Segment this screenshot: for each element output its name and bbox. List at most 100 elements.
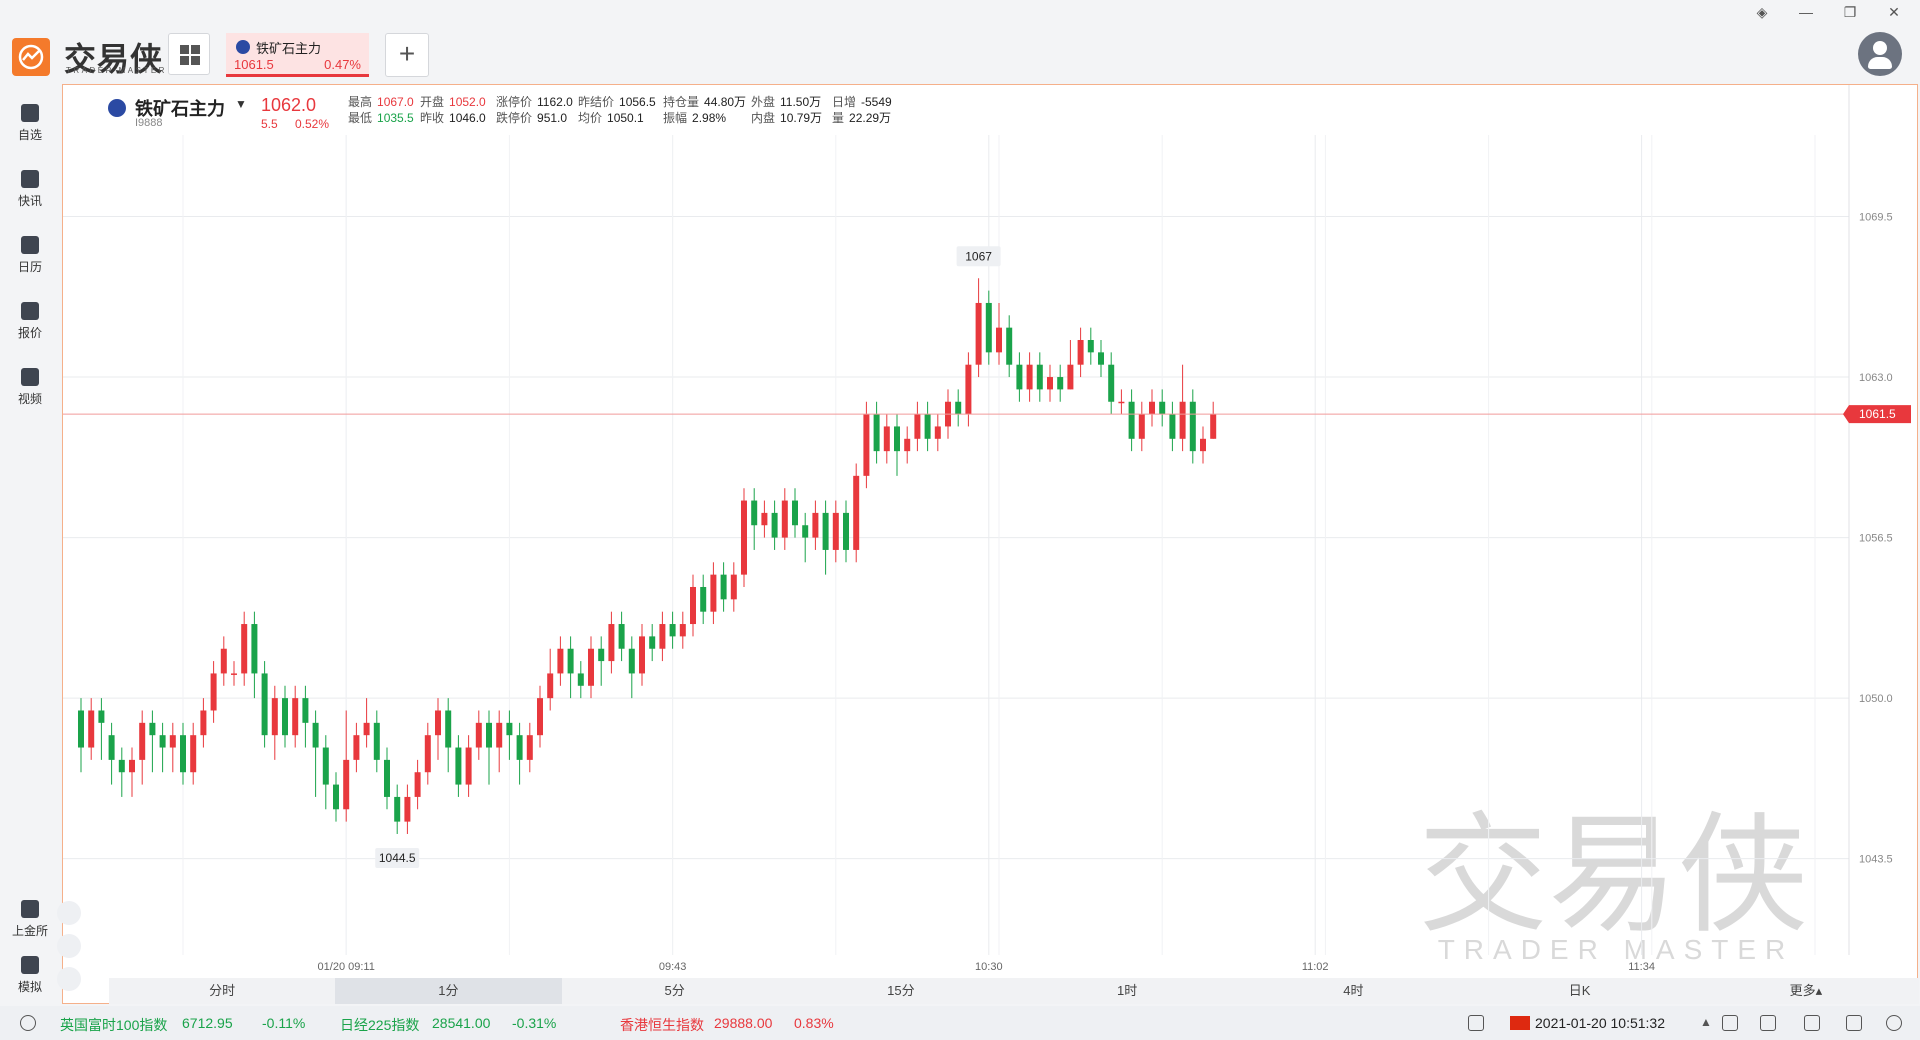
timeframe-6[interactable]: 日K xyxy=(1568,983,1591,998)
candle-body xyxy=(475,722,482,748)
low-price-label-box xyxy=(375,847,420,868)
candle xyxy=(567,636,574,699)
timeframe-0[interactable]: 分时 xyxy=(209,983,236,998)
candle-body xyxy=(720,574,727,600)
add-tab-button[interactable]: + xyxy=(385,33,429,77)
candle-body xyxy=(547,673,554,699)
candle xyxy=(843,500,849,563)
candle xyxy=(700,574,707,625)
indicator-icon[interactable] xyxy=(57,967,81,991)
sidebar-item-sge[interactable]: 上金所 xyxy=(0,890,60,946)
settings-icon[interactable] xyxy=(1886,1015,1902,1031)
candle xyxy=(486,710,492,785)
candle-body xyxy=(679,624,686,637)
quote-field-label: 跌停价 xyxy=(496,111,533,125)
candle-body xyxy=(363,722,370,736)
candle xyxy=(812,500,819,550)
ticker-ftse-name[interactable]: 英国富时100指数 xyxy=(60,1017,168,1033)
last-price-tag xyxy=(1843,405,1911,424)
close-button[interactable]: ✕ xyxy=(1888,4,1900,20)
quote-field-label: 日增 xyxy=(832,95,857,109)
candle xyxy=(302,685,309,748)
quote-field-label: 量 xyxy=(832,111,845,125)
x-tick-label: 11:02 xyxy=(1302,961,1329,973)
timeframe-2[interactable]: 5分 xyxy=(664,983,685,998)
skin-icon[interactable]: ◈ xyxy=(1756,4,1768,20)
candle xyxy=(88,698,95,760)
candle-body xyxy=(894,426,900,452)
candle-body xyxy=(353,735,360,760)
quote-field-value: 1050.1 xyxy=(607,111,644,125)
timeframe-bar: 分时 1分 5分 15分 1时 4时 日K 更多▴ xyxy=(109,978,1919,1004)
minimize-button[interactable]: — xyxy=(1799,4,1813,20)
tab-name: 铁矿石主力 xyxy=(256,41,322,56)
timeframe-5[interactable]: 4时 xyxy=(1343,983,1364,998)
candle-body xyxy=(1149,401,1155,415)
candle-body xyxy=(1077,340,1084,365)
last-price-tag-label: 1061.5 xyxy=(1859,407,1896,421)
candle-body xyxy=(1016,364,1023,390)
candle xyxy=(465,735,472,797)
quote-icon xyxy=(21,302,39,320)
candle xyxy=(384,747,390,810)
candle-body xyxy=(526,735,533,760)
candle xyxy=(526,722,533,773)
ticker-hsi-value: 29888.00 xyxy=(714,1015,773,1031)
candle-body xyxy=(1138,414,1145,439)
candle-body xyxy=(343,759,350,810)
timeframe-7[interactable]: 更多▴ xyxy=(1789,983,1823,998)
candle-body xyxy=(730,574,737,600)
instrument-name[interactable]: 铁矿石主力 xyxy=(135,99,225,119)
candle-body xyxy=(577,673,584,686)
sidebar-item-watchlist[interactable]: 自选 xyxy=(0,94,60,150)
layout-grid-button[interactable] xyxy=(168,33,210,75)
sidebar-item-quotes[interactable]: 报价 xyxy=(0,292,60,348)
timeframe-1[interactable]: 1分 xyxy=(335,978,562,1004)
candle xyxy=(1006,315,1013,378)
ticker-hsi-name[interactable]: 香港恒生指数 xyxy=(620,1017,704,1033)
app-logo-icon xyxy=(12,38,50,76)
mute-icon[interactable] xyxy=(1846,1015,1862,1031)
draw-pen-icon[interactable] xyxy=(57,934,81,958)
candle-body xyxy=(180,735,186,773)
sidebar-item-label: 模拟 xyxy=(17,980,42,994)
grid-icon xyxy=(180,45,189,54)
tab-iron-ore[interactable]: 铁矿石主力 1061.5 0.47% xyxy=(226,33,369,77)
candle xyxy=(955,389,962,427)
candle-body xyxy=(812,512,819,538)
timeframe-4[interactable]: 1时 xyxy=(1117,983,1138,998)
sidebar-item-simulate[interactable]: 模拟 xyxy=(0,946,60,1002)
quote-field: 昨结价 1056.5 xyxy=(578,93,656,110)
sidebar-item-video[interactable]: 视频 xyxy=(0,358,60,414)
timeframe-3[interactable]: 15分 xyxy=(887,983,915,998)
candle-body xyxy=(618,624,625,649)
camera-icon[interactable] xyxy=(1804,1015,1820,1031)
user-avatar[interactable] xyxy=(1858,32,1902,76)
chat-icon[interactable] xyxy=(1760,1015,1776,1031)
restore-button[interactable]: ❐ xyxy=(1843,4,1857,20)
ticker-nikkei-name[interactable]: 日经225指数 xyxy=(340,1017,420,1033)
candle-body xyxy=(169,735,176,748)
sge-icon xyxy=(21,900,39,918)
watchlist-icon xyxy=(21,104,39,122)
candle xyxy=(1087,327,1094,365)
quote-field: 涨停价 1162.0 xyxy=(496,93,573,110)
screen-off-icon[interactable] xyxy=(1722,1015,1738,1031)
headset-icon[interactable] xyxy=(20,1015,36,1031)
candle-body xyxy=(118,759,125,773)
sidebar-item-news[interactable]: 快讯 xyxy=(0,160,60,216)
candle-style-icon[interactable] xyxy=(57,901,81,925)
candlestick-chart[interactable]: 交易侠 TRADER MASTER 1069.5 1063.0 1056.5 1050… xyxy=(63,85,1919,978)
quote-field-label: 持仓量 xyxy=(663,95,700,109)
caret-down-icon[interactable]: ▼ xyxy=(235,97,247,111)
sidebar-item-calendar[interactable]: 日历 xyxy=(0,226,60,282)
candle-body xyxy=(516,735,523,760)
candle xyxy=(373,710,380,773)
candle-body xyxy=(853,475,860,550)
connection-icon[interactable] xyxy=(1468,1015,1484,1031)
sidebar-item-label: 上金所 xyxy=(11,924,48,938)
candle-body xyxy=(843,512,849,550)
caret-up-icon[interactable]: ▲ xyxy=(1700,1015,1712,1029)
candle xyxy=(904,426,911,464)
candle-body xyxy=(690,586,696,625)
